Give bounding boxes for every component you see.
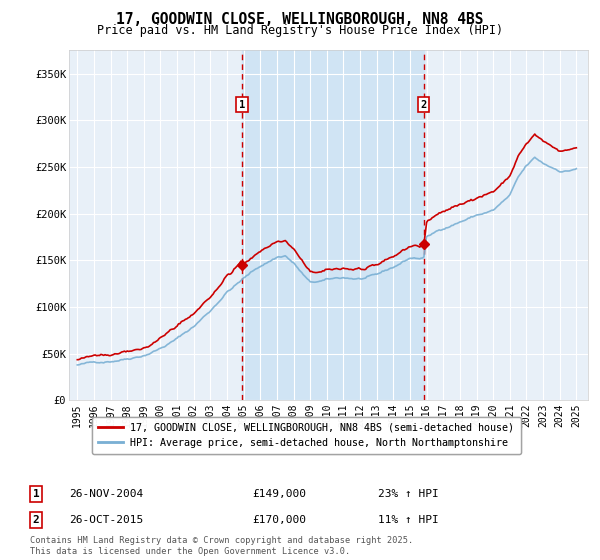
Text: Contains HM Land Registry data © Crown copyright and database right 2025.
This d: Contains HM Land Registry data © Crown c… [30, 536, 413, 556]
Text: Price paid vs. HM Land Registry's House Price Index (HPI): Price paid vs. HM Land Registry's House … [97, 24, 503, 36]
Text: £170,000: £170,000 [252, 515, 306, 525]
Text: 2: 2 [32, 515, 40, 525]
Text: 26-NOV-2004: 26-NOV-2004 [69, 489, 143, 499]
Legend: 17, GOODWIN CLOSE, WELLINGBOROUGH, NN8 4BS (semi-detached house), HPI: Average p: 17, GOODWIN CLOSE, WELLINGBOROUGH, NN8 4… [91, 417, 521, 454]
Text: 1: 1 [239, 100, 245, 110]
Text: £149,000: £149,000 [252, 489, 306, 499]
Text: 23% ↑ HPI: 23% ↑ HPI [378, 489, 439, 499]
Text: 17, GOODWIN CLOSE, WELLINGBOROUGH, NN8 4BS: 17, GOODWIN CLOSE, WELLINGBOROUGH, NN8 4… [116, 12, 484, 27]
Text: 11% ↑ HPI: 11% ↑ HPI [378, 515, 439, 525]
Text: 26-OCT-2015: 26-OCT-2015 [69, 515, 143, 525]
Text: 2: 2 [421, 100, 427, 110]
Bar [242, 50, 424, 400]
Text: 1: 1 [32, 489, 40, 499]
